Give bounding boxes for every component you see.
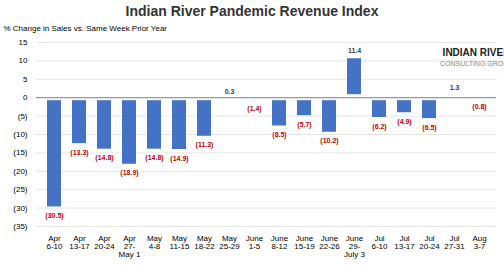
svg-text:Apr6-10: Apr6-10 xyxy=(46,234,63,251)
svg-text:11.4: 11.4 xyxy=(348,47,361,54)
svg-text:Apr13-17: Apr13-17 xyxy=(69,234,90,251)
svg-text:Apr27-May 1: Apr27-May 1 xyxy=(119,234,141,259)
svg-text:June29-July 3: June29-July 3 xyxy=(344,234,365,259)
svg-text:(13.3): (13.3) xyxy=(70,149,88,157)
svg-text:(10): (10) xyxy=(13,130,28,139)
svg-text:(5): (5) xyxy=(18,112,28,121)
svg-text:(14.9): (14.9) xyxy=(170,155,188,163)
svg-text:(4.9): (4.9) xyxy=(397,118,411,126)
svg-text:(15): (15) xyxy=(13,148,28,157)
svg-text:0: 0 xyxy=(23,93,28,102)
svg-text:(10.2): (10.2) xyxy=(320,137,338,145)
svg-text:May25-29: May25-29 xyxy=(219,234,240,251)
svg-text:June15-19: June15-19 xyxy=(294,234,315,251)
svg-text:June1-5: June1-5 xyxy=(246,234,264,251)
svg-text:(5.7): (5.7) xyxy=(297,121,311,129)
svg-text:Apr20-24: Apr20-24 xyxy=(94,234,115,251)
svg-text:May18-22: May18-22 xyxy=(194,234,215,251)
svg-text:INDIAN RIVER: INDIAN RIVER xyxy=(443,47,504,58)
svg-text:(1.4): (1.4) xyxy=(247,105,261,113)
svg-text:(6.2): (6.2) xyxy=(372,122,386,130)
svg-text:(11.3): (11.3) xyxy=(196,141,214,149)
svg-text:(25): (25) xyxy=(13,185,28,194)
svg-text:Jul13-17: Jul13-17 xyxy=(394,234,415,251)
svg-text:June22-26: June22-26 xyxy=(319,234,340,251)
html-text:Indian River Pandemic Revenue: Indian River Pandemic Revenue Index xyxy=(125,3,379,19)
svg-text:15: 15 xyxy=(19,38,28,47)
svg-text:(18.9): (18.9) xyxy=(120,169,138,177)
svg-text:(14.8): (14.8) xyxy=(95,154,113,162)
svg-text:(14.8): (14.8) xyxy=(145,154,163,162)
svg-text:May11-15: May11-15 xyxy=(170,234,190,251)
svg-text:Jul27-31: Jul27-31 xyxy=(444,234,465,251)
svg-text:(35): (35) xyxy=(13,222,28,231)
svg-text:(30.5): (30.5) xyxy=(45,212,63,220)
svg-text:(30): (30) xyxy=(13,204,28,213)
svg-text:10: 10 xyxy=(19,56,28,65)
svg-text:CONSULTING GROUP: CONSULTING GROUP xyxy=(440,60,504,67)
svg-text:5: 5 xyxy=(23,75,28,84)
svg-text:0.3: 0.3 xyxy=(225,88,235,95)
svg-text:(0.8): (0.8) xyxy=(472,103,486,111)
svg-text:1.3: 1.3 xyxy=(450,84,460,91)
svg-text:(6.5): (6.5) xyxy=(422,124,436,132)
svg-text:% Change in Sales vs. Same Wee: % Change in Sales vs. Same Week Prior Ye… xyxy=(4,24,168,33)
svg-text:Jul6-10: Jul6-10 xyxy=(371,234,388,251)
svg-text:May4-8: May4-8 xyxy=(147,234,162,251)
svg-text:(8.5): (8.5) xyxy=(272,131,286,139)
svg-text:June8-12: June8-12 xyxy=(271,234,289,251)
svg-text:Aug3-7: Aug3-7 xyxy=(472,234,486,251)
svg-text:(20): (20) xyxy=(13,167,28,176)
svg-text:Jul20-24: Jul20-24 xyxy=(419,234,440,251)
